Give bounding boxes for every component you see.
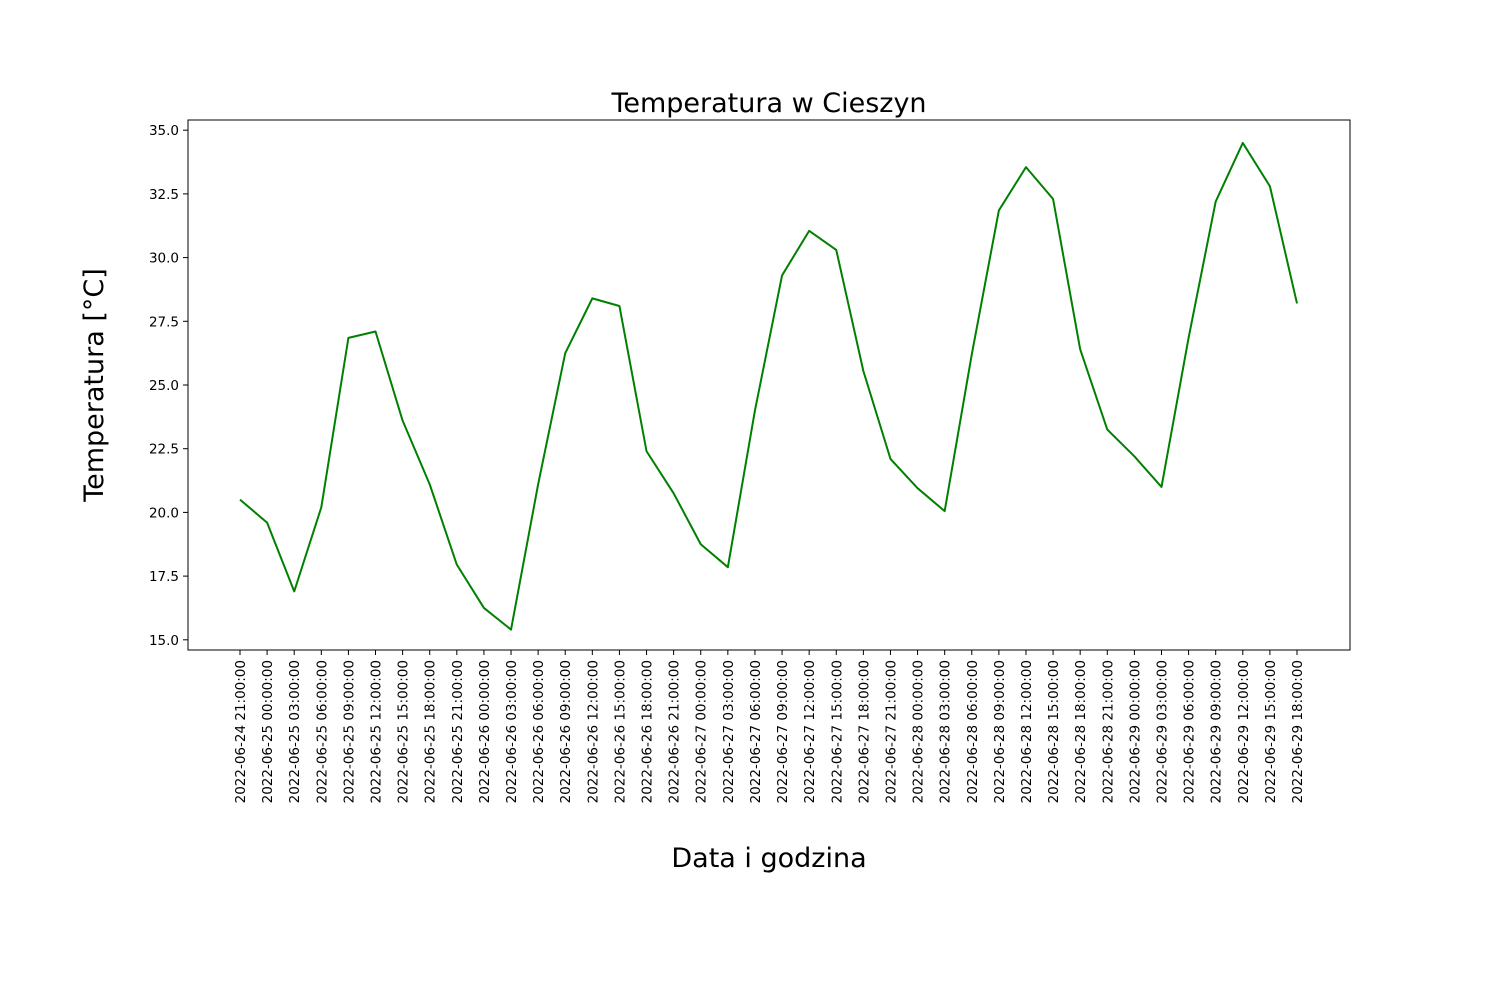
x-tick-label: 2022-06-27 21:00:00 bbox=[883, 660, 899, 803]
data-point bbox=[646, 450, 648, 452]
x-tick-label: 2022-06-28 18:00:00 bbox=[1073, 660, 1089, 803]
data-point bbox=[1133, 455, 1135, 457]
x-tick-label: 2022-06-26 00:00:00 bbox=[477, 660, 493, 803]
x-tick-label: 2022-06-26 21:00:00 bbox=[667, 660, 683, 803]
data-point bbox=[1188, 337, 1190, 339]
data-point bbox=[1025, 166, 1027, 168]
data-point bbox=[1106, 429, 1108, 431]
x-tick-label: 2022-06-28 00:00:00 bbox=[911, 660, 927, 803]
x-tick-label: 2022-06-26 12:00:00 bbox=[585, 660, 601, 803]
y-axis-label: Temperatura [°C] bbox=[79, 268, 110, 503]
x-tick-label: 2022-06-28 09:00:00 bbox=[992, 660, 1008, 803]
chart-title: Temperatura w Cieszyn bbox=[610, 88, 926, 119]
data-point bbox=[1269, 185, 1271, 187]
x-tick-label: 2022-06-27 18:00:00 bbox=[856, 660, 872, 803]
data-point bbox=[1160, 486, 1162, 488]
x-tick-label: 2022-06-25 06:00:00 bbox=[314, 660, 330, 803]
x-tick-label: 2022-06-25 12:00:00 bbox=[369, 660, 385, 803]
x-axis-label: Data i godzina bbox=[671, 843, 866, 874]
data-point bbox=[564, 352, 566, 354]
x-tick-label: 2022-06-25 21:00:00 bbox=[450, 660, 466, 803]
data-point bbox=[917, 487, 919, 489]
data-point bbox=[591, 297, 593, 299]
data-point bbox=[320, 506, 322, 508]
temperature-series-line bbox=[239, 141, 1298, 631]
x-tick-label: 2022-06-25 03:00:00 bbox=[287, 660, 303, 803]
y-tick-label: 22.5 bbox=[149, 442, 179, 458]
x-tick-label: 2022-06-25 00:00:00 bbox=[260, 660, 276, 803]
data-point bbox=[862, 370, 864, 372]
data-point bbox=[835, 249, 837, 251]
data-point bbox=[266, 522, 268, 524]
y-tick-label: 15.0 bbox=[149, 633, 179, 649]
y-tick-label: 35.0 bbox=[149, 123, 179, 139]
data-point bbox=[347, 337, 349, 339]
data-point bbox=[239, 499, 241, 501]
data-point bbox=[483, 607, 485, 609]
plot-area: 15.0 17.5 20.0 22.5 25.0 27.5 30.0 32.5 35.0 2022… bbox=[149, 119, 1351, 803]
x-tick-label: 2022-06-25 09:00:00 bbox=[341, 660, 357, 803]
data-point bbox=[889, 458, 891, 460]
x-tick-label: 2022-06-29 06:00:00 bbox=[1182, 660, 1198, 803]
x-tick-label: 2022-06-29 00:00:00 bbox=[1127, 660, 1143, 803]
x-tick-label: 2022-06-29 12:00:00 bbox=[1236, 660, 1252, 803]
y-tick-label: 30.0 bbox=[149, 251, 179, 267]
x-tick-label: 2022-06-27 12:00:00 bbox=[802, 660, 818, 803]
data-point bbox=[1242, 142, 1244, 144]
x-tick-label: 2022-06-28 21:00:00 bbox=[1100, 660, 1116, 803]
x-tick-label: 2022-06-28 06:00:00 bbox=[965, 660, 981, 803]
data-point bbox=[456, 564, 458, 566]
data-point bbox=[808, 230, 810, 232]
data-point bbox=[1052, 198, 1054, 200]
x-tick-label: 2022-06-29 15:00:00 bbox=[1263, 660, 1279, 803]
x-tick-label: 2022-06-27 03:00:00 bbox=[721, 660, 737, 803]
x-tick-label: 2022-06-29 03:00:00 bbox=[1154, 660, 1170, 803]
data-point bbox=[781, 274, 783, 276]
data-point bbox=[673, 492, 675, 494]
x-tick-label: 2022-06-26 18:00:00 bbox=[640, 660, 656, 803]
x-tick-label: 2022-06-25 18:00:00 bbox=[423, 660, 439, 803]
x-tick-label: 2022-06-29 18:00:00 bbox=[1290, 660, 1306, 803]
data-point bbox=[510, 629, 512, 631]
data-point bbox=[727, 566, 729, 568]
data-point bbox=[1079, 348, 1081, 350]
data-point bbox=[754, 409, 756, 411]
x-tick-label: 2022-06-28 12:00:00 bbox=[1019, 660, 1035, 803]
x-tick-label: 2022-06-27 09:00:00 bbox=[775, 660, 791, 803]
data-point bbox=[429, 483, 431, 485]
x-tick-label: 2022-06-28 15:00:00 bbox=[1046, 660, 1062, 803]
data-point bbox=[700, 543, 702, 545]
data-point bbox=[971, 353, 973, 355]
data-point bbox=[944, 510, 946, 512]
data-point bbox=[537, 483, 539, 485]
y-tick-label: 27.5 bbox=[149, 314, 179, 330]
data-point bbox=[1215, 201, 1217, 203]
x-tick-label: 2022-06-24 21:00:00 bbox=[233, 660, 249, 803]
data-point bbox=[618, 305, 620, 307]
x-tick-label: 2022-06-27 00:00:00 bbox=[694, 660, 710, 803]
x-tick-label: 2022-06-27 15:00:00 bbox=[829, 660, 845, 803]
data-point bbox=[293, 590, 295, 592]
x-tick-label: 2022-06-25 15:00:00 bbox=[396, 660, 412, 803]
data-point bbox=[375, 330, 377, 332]
x-tick-label: 2022-06-26 06:00:00 bbox=[531, 660, 547, 803]
y-tick-label: 25.0 bbox=[149, 378, 179, 394]
y-tick-label: 20.0 bbox=[149, 505, 179, 521]
x-tick-label: 2022-06-27 06:00:00 bbox=[748, 660, 764, 803]
x-tick-label: 2022-06-26 15:00:00 bbox=[612, 660, 628, 803]
data-point bbox=[998, 209, 1000, 211]
data-point bbox=[402, 420, 404, 422]
data-point bbox=[1296, 302, 1298, 304]
x-tick-label: 2022-06-26 09:00:00 bbox=[558, 660, 574, 803]
y-tick-label: 32.5 bbox=[149, 187, 179, 203]
x-tick-label: 2022-06-26 03:00:00 bbox=[504, 660, 520, 803]
x-tick-label: 2022-06-29 09:00:00 bbox=[1209, 660, 1225, 803]
y-tick-label: 17.5 bbox=[149, 569, 179, 585]
x-tick-label: 2022-06-28 03:00:00 bbox=[938, 660, 954, 803]
